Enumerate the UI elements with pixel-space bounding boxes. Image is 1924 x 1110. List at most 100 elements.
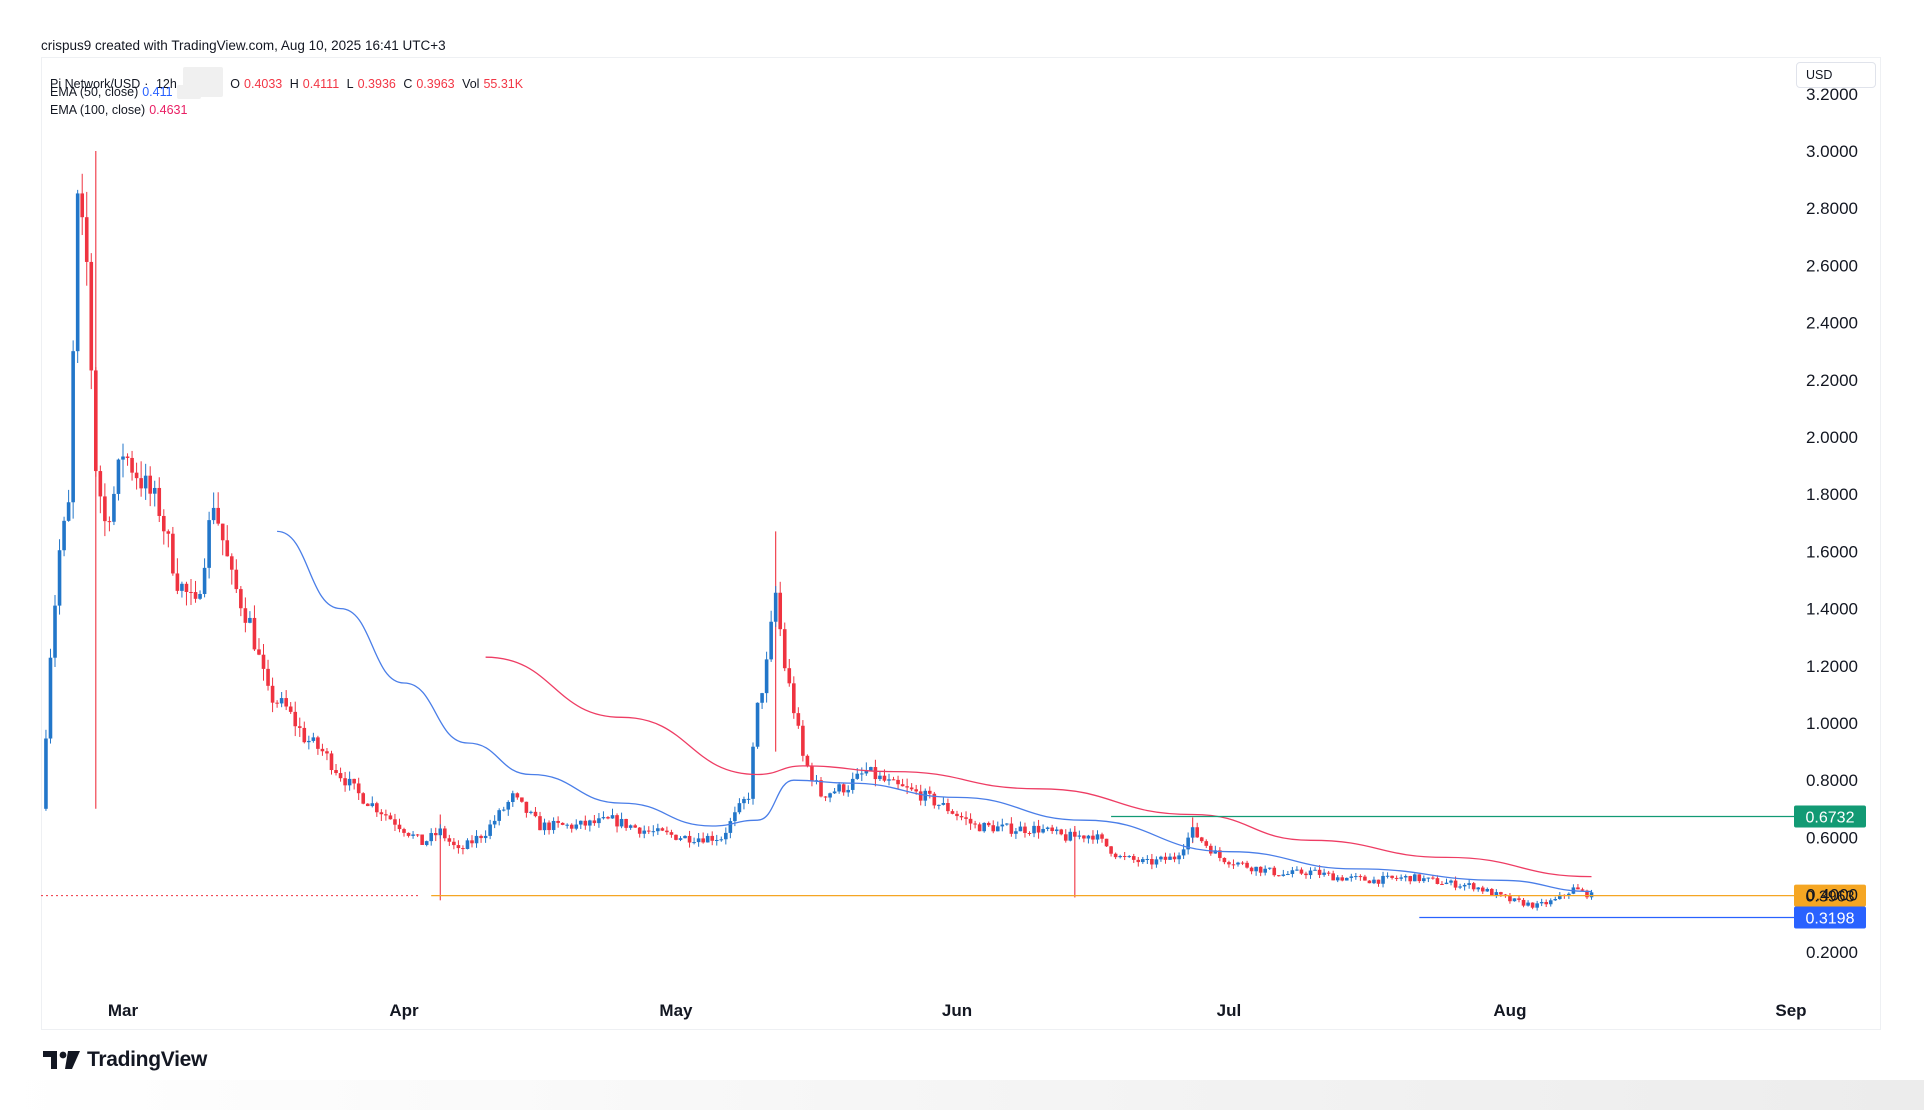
candle-body [1267,867,1272,869]
support-price-label: 0.3198 [1806,911,1855,928]
legend-ema100-row[interactable]: EMA (100, close) 0.4631 [50,103,191,117]
y-tick-label: 2.6000 [1806,256,1858,275]
legend-low-value: 0.3936 [357,77,396,91]
footer-bar [0,1080,1924,1110]
candle-body [547,822,551,831]
candle-body [982,822,986,832]
legend-ema50-row[interactable]: EMA (50, close) 0.411 [50,85,205,99]
candle-body [139,478,143,489]
candle-body [764,659,769,694]
candle-body [112,493,116,522]
tradingview-logo[interactable]: TradingView [43,1045,207,1075]
candle-body [121,456,125,460]
candle-body [1005,823,1009,825]
price-price-label: 0.3963 [1806,889,1855,906]
candle-body [633,825,637,828]
candle-body [474,835,479,844]
candle-body [379,812,384,815]
candle-body [53,605,57,658]
candle-body [610,815,615,819]
candle-body [769,621,773,660]
candle-body [1050,827,1054,832]
candle-body [665,830,669,833]
y-tick-label: 0.8000 [1806,771,1858,790]
candle-body [692,842,696,844]
candle-body [44,738,48,809]
candle-body [1186,837,1190,850]
candle-body [275,702,279,704]
candle-body [624,818,628,828]
candle-body [443,828,447,839]
candle-body [810,765,814,782]
candle-body [1408,876,1413,882]
candle-body [433,833,438,836]
candle-body [696,838,701,843]
candle-body [370,803,375,807]
candle-body [1177,855,1181,860]
candle-body [420,834,424,845]
candle-body [737,803,742,813]
candle-body [823,796,828,798]
legend-open-label: O [230,77,241,91]
ema50-line [277,530,1592,893]
candle-body [592,820,597,824]
candle-body [1462,884,1467,887]
candle-body [89,261,94,371]
candle-body [1086,835,1091,839]
candle-body [1281,874,1286,876]
candle-body [742,799,746,804]
candle-body [1245,862,1249,868]
legend-symbol[interactable]: Pi Network/USD [50,77,141,91]
candle-body [1580,889,1585,891]
candle-body [1508,896,1512,902]
y-tick-label: 0.2000 [1806,943,1858,962]
candle-body [1068,831,1073,841]
candle-body [316,737,320,749]
candle-body [569,824,574,829]
y-tick-label: 2.2000 [1806,371,1858,390]
resistance-price-tag [1794,805,1866,828]
candle-body [184,583,189,592]
candle-body [873,767,878,780]
candle-body [1322,872,1326,875]
price-price-tag [1794,884,1866,907]
tradingview-logo-icon [43,1051,80,1069]
candle-body [334,770,338,774]
chart-panel[interactable] [41,57,1881,1030]
currency-button[interactable]: USD [1796,62,1876,88]
y-tick-label: 0.4000 [1806,886,1858,905]
candle-body [619,818,624,827]
legend-interval[interactable]: 12h [155,77,177,91]
candle-body [1422,878,1426,882]
candle-body [1009,823,1014,834]
candle-body [1127,856,1132,858]
y-tick-label: 3.0000 [1806,142,1858,161]
candle-body [1372,879,1376,884]
candle-body [1163,856,1168,860]
candle-body [533,811,538,817]
candle-body [1412,874,1417,882]
candle-body [71,351,75,503]
candle-body [1172,856,1177,860]
candle-body [1331,873,1335,881]
candle-body [1014,831,1018,834]
candle-body [1295,869,1299,871]
candle-body [973,823,977,825]
candle-body [515,793,520,798]
candle-body [850,778,855,790]
candle-body [755,702,760,747]
candle-body [859,773,864,775]
candle-body [1340,877,1345,881]
candle-body [733,812,737,822]
candle-body [461,848,465,850]
candle-body [1385,875,1390,877]
candle-body [674,834,678,840]
candle-body [565,824,569,826]
candle-body [574,824,579,829]
candle-body [637,827,642,834]
candle-body [995,826,1000,832]
price-chart[interactable]: 0.6732 0.3963 0.3198 0.2000 0.4000 0.6000 0.8… [0,0,1924,1040]
candle-body [284,698,288,707]
candle-body [1045,827,1050,829]
candle-body [229,556,234,570]
